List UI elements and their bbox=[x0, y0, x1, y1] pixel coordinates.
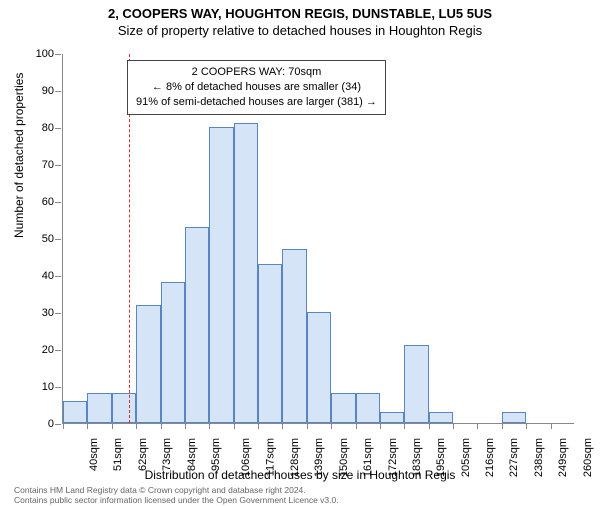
y-tick bbox=[55, 387, 61, 388]
annotation-line: ← 8% of detached houses are smaller (34) bbox=[136, 80, 377, 95]
x-tick bbox=[453, 423, 454, 429]
chart-title-main: 2, COOPERS WAY, HOUGHTON REGIS, DUNSTABL… bbox=[0, 6, 600, 21]
x-tick-label: 84sqm bbox=[186, 438, 198, 471]
x-tick bbox=[112, 423, 113, 429]
histogram-bar bbox=[404, 345, 428, 423]
x-tick bbox=[161, 423, 162, 429]
histogram-bar bbox=[112, 393, 136, 423]
y-tick-label: 70 bbox=[42, 159, 54, 171]
y-tick-label: 50 bbox=[42, 233, 54, 245]
footer-line-2: Contains public sector information licen… bbox=[14, 496, 339, 506]
y-tick-label: 0 bbox=[48, 418, 54, 430]
y-tick bbox=[55, 239, 61, 240]
histogram-bar bbox=[136, 305, 160, 423]
chart-title-sub: Size of property relative to detached ho… bbox=[0, 23, 600, 38]
footer-attribution: Contains HM Land Registry data © Crown c… bbox=[14, 486, 339, 506]
x-tick bbox=[477, 423, 478, 429]
y-tick-label: 100 bbox=[36, 48, 54, 60]
histogram-bar bbox=[63, 401, 87, 423]
x-tick bbox=[404, 423, 405, 429]
histogram-bar bbox=[161, 282, 185, 423]
histogram-bar bbox=[258, 264, 282, 423]
y-tick-label: 30 bbox=[42, 307, 54, 319]
x-axis-label: Distribution of detached houses by size … bbox=[0, 468, 600, 482]
plot-area: 010203040506070809010040sqm51sqm62sqm73s… bbox=[62, 54, 574, 424]
x-tick bbox=[380, 423, 381, 429]
x-tick bbox=[526, 423, 527, 429]
annotation-line: 91% of semi-detached houses are larger (… bbox=[136, 95, 377, 110]
x-tick bbox=[429, 423, 430, 429]
x-tick-label: 95sqm bbox=[210, 438, 222, 471]
y-tick-label: 60 bbox=[42, 196, 54, 208]
y-tick bbox=[55, 424, 61, 425]
x-tick bbox=[307, 423, 308, 429]
histogram-bar bbox=[87, 393, 111, 423]
x-tick bbox=[502, 423, 503, 429]
chart-area: 010203040506070809010040sqm51sqm62sqm73s… bbox=[62, 54, 574, 424]
histogram-bar bbox=[209, 127, 233, 423]
y-tick bbox=[55, 128, 61, 129]
annotation-line: 2 COOPERS WAY: 70sqm bbox=[136, 65, 377, 80]
annotation-box: 2 COOPERS WAY: 70sqm← 8% of detached hou… bbox=[127, 60, 386, 115]
y-tick-label: 80 bbox=[42, 122, 54, 134]
x-tick-label: 40sqm bbox=[88, 438, 100, 471]
x-tick bbox=[136, 423, 137, 429]
x-tick-label: 51sqm bbox=[112, 438, 124, 471]
histogram-bar bbox=[356, 393, 380, 423]
x-tick bbox=[185, 423, 186, 429]
y-tick-label: 20 bbox=[42, 344, 54, 356]
y-tick bbox=[55, 350, 61, 351]
y-tick-label: 90 bbox=[42, 85, 54, 97]
y-axis-label: Number of detached properties bbox=[12, 73, 26, 238]
x-tick bbox=[331, 423, 332, 429]
x-tick bbox=[87, 423, 88, 429]
y-tick bbox=[55, 202, 61, 203]
histogram-bar bbox=[234, 123, 258, 423]
x-tick bbox=[63, 423, 64, 429]
histogram-bar bbox=[502, 412, 526, 423]
x-tick bbox=[356, 423, 357, 429]
y-tick bbox=[55, 54, 61, 55]
x-tick-label: 73sqm bbox=[161, 438, 173, 471]
y-tick bbox=[55, 91, 61, 92]
histogram-bar bbox=[185, 227, 209, 423]
histogram-bar bbox=[331, 393, 355, 423]
y-tick-label: 40 bbox=[42, 270, 54, 282]
x-tick-label: 62sqm bbox=[137, 438, 149, 471]
histogram-bar bbox=[282, 249, 306, 423]
y-tick-label: 10 bbox=[42, 381, 54, 393]
x-tick bbox=[282, 423, 283, 429]
y-tick bbox=[55, 165, 61, 166]
y-tick bbox=[55, 276, 61, 277]
x-tick bbox=[258, 423, 259, 429]
x-tick bbox=[209, 423, 210, 429]
y-tick bbox=[55, 313, 61, 314]
histogram-bar bbox=[307, 312, 331, 423]
x-tick bbox=[234, 423, 235, 429]
x-tick bbox=[551, 423, 552, 429]
histogram-bar bbox=[429, 412, 453, 423]
histogram-bar bbox=[380, 412, 404, 423]
